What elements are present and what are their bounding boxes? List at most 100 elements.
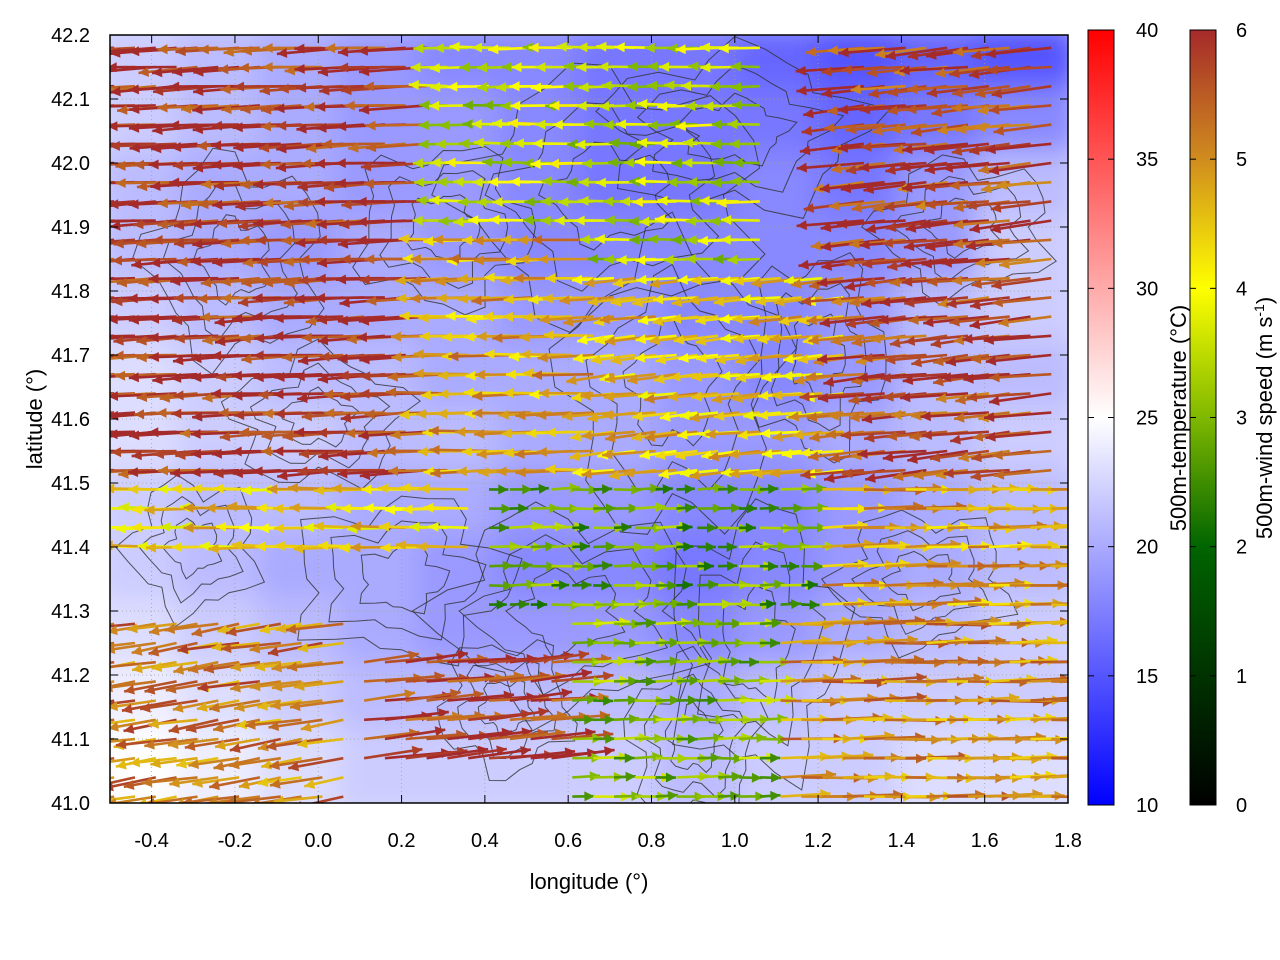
wind-arrow-head xyxy=(602,560,613,571)
wind-arrow-head xyxy=(639,216,650,227)
contour-line xyxy=(537,141,673,251)
wind-arrow xyxy=(335,158,406,169)
wind-arrow-head xyxy=(808,451,819,462)
wind-arrow-head xyxy=(97,391,107,401)
wind-arrow-head xyxy=(131,450,142,461)
wind-arrow-head xyxy=(378,521,390,532)
wind-arrow-head xyxy=(255,541,266,552)
wind-arrow xyxy=(727,119,760,130)
wind-arrow-head xyxy=(649,278,660,289)
wind-arrow-head xyxy=(671,297,683,308)
wind-arrow-head xyxy=(273,523,284,534)
wind-arrow-head xyxy=(158,484,168,495)
wind-arrow-head xyxy=(181,199,192,210)
wind-arrow-head xyxy=(359,104,370,115)
wind-arrow-shaft xyxy=(258,142,323,150)
wind-arrow-head xyxy=(200,179,212,190)
wind-arrow-head xyxy=(605,432,616,443)
wind-arrow-head xyxy=(900,258,912,269)
wind-arrow xyxy=(532,138,573,149)
wind-arrow-shaft xyxy=(110,200,136,205)
wind-arrow xyxy=(1051,507,1068,510)
wind-arrow xyxy=(805,371,864,382)
wind-arrow-head xyxy=(509,176,520,187)
wind-arrow-head xyxy=(341,199,352,210)
wind-arrow xyxy=(691,391,740,402)
wind-arrow-head xyxy=(538,388,549,399)
wind-arrow-head xyxy=(950,434,961,445)
wind-arrow-head xyxy=(191,218,202,229)
wind-arrow xyxy=(688,295,739,306)
wind-arrow-head xyxy=(686,235,697,245)
wind-arrow-head xyxy=(697,235,708,246)
wind-arrow xyxy=(110,795,157,803)
wind-arrow xyxy=(139,699,198,713)
wind-arrow xyxy=(849,238,906,249)
wind-arrow-head xyxy=(171,372,182,383)
wind-arrow-head xyxy=(358,430,369,441)
wind-arrow xyxy=(806,315,864,326)
wind-arrow-head xyxy=(796,220,807,231)
wind-arrow-head xyxy=(793,503,804,514)
wind-arrow-head xyxy=(90,720,101,730)
wind-arrow xyxy=(748,315,802,327)
wind-arrow-head xyxy=(925,182,936,192)
wind-arrow-head xyxy=(217,218,228,229)
wind-arrow-shaft xyxy=(861,142,927,149)
wind-arrow xyxy=(316,314,385,325)
wind-arrow-shaft xyxy=(488,674,550,683)
wind-arrow-head xyxy=(239,427,250,438)
wind-arrow-head xyxy=(500,100,511,111)
wind-arrow-head xyxy=(713,296,725,307)
wind-arrow-head xyxy=(1075,770,1085,780)
wind-arrow-head xyxy=(831,144,842,155)
wind-arrow xyxy=(759,638,781,648)
wind-arrow-head xyxy=(517,235,528,246)
wind-arrow-shaft xyxy=(884,353,948,362)
wind-arrow xyxy=(144,737,198,750)
wind-arrow-head xyxy=(989,372,1000,383)
wind-arrow-head xyxy=(669,656,680,667)
wind-arrow-shaft xyxy=(983,411,1052,420)
wind-arrow-head xyxy=(112,296,123,307)
wind-arrow-head xyxy=(232,468,243,479)
wind-arrow-head xyxy=(587,561,598,572)
wind-arrow-head xyxy=(416,195,427,206)
wind-arrow xyxy=(199,312,260,323)
wind-arrow xyxy=(990,200,1052,213)
wind-arrow-head xyxy=(859,239,870,250)
wind-arrow-head xyxy=(234,81,245,92)
wind-arrow-head xyxy=(211,120,222,131)
wind-arrow-head xyxy=(575,139,586,150)
wind-arrow-head xyxy=(727,484,738,495)
wind-arrow-head xyxy=(231,370,242,381)
wind-arrow-head xyxy=(110,644,116,654)
wind-arrow-head xyxy=(337,238,349,249)
wind-arrow-head xyxy=(141,777,153,788)
wind-arrow xyxy=(732,157,760,168)
wind-arrow xyxy=(110,776,115,780)
wind-arrow-head xyxy=(175,450,186,460)
wind-arrow xyxy=(293,680,344,691)
wind-arrow xyxy=(678,353,719,363)
wind-arrow-head xyxy=(792,429,804,440)
wind-arrow-head xyxy=(150,758,161,769)
wind-arrow-shaft xyxy=(324,411,385,415)
wind-arrow-head xyxy=(880,297,891,307)
wind-arrow-shaft xyxy=(796,161,865,170)
wind-arrow-head xyxy=(657,195,668,206)
wind-arrow-head xyxy=(1076,559,1086,569)
wind-arrow xyxy=(129,142,198,153)
wind-arrow xyxy=(509,599,530,610)
wind-arrow-head xyxy=(110,798,117,803)
wind-arrow-shaft xyxy=(358,430,427,438)
wind-arrow-head xyxy=(199,312,210,323)
wind-arrow-head xyxy=(253,350,264,361)
wind-arrow-head xyxy=(985,431,996,442)
wind-arrow-head xyxy=(315,273,326,284)
wind-arrow-shaft xyxy=(358,315,427,323)
wind-arrow-head xyxy=(129,104,140,114)
wind-arrow xyxy=(530,483,549,494)
wind-arrow-head xyxy=(675,121,686,132)
wind-arrow-head xyxy=(366,295,377,306)
